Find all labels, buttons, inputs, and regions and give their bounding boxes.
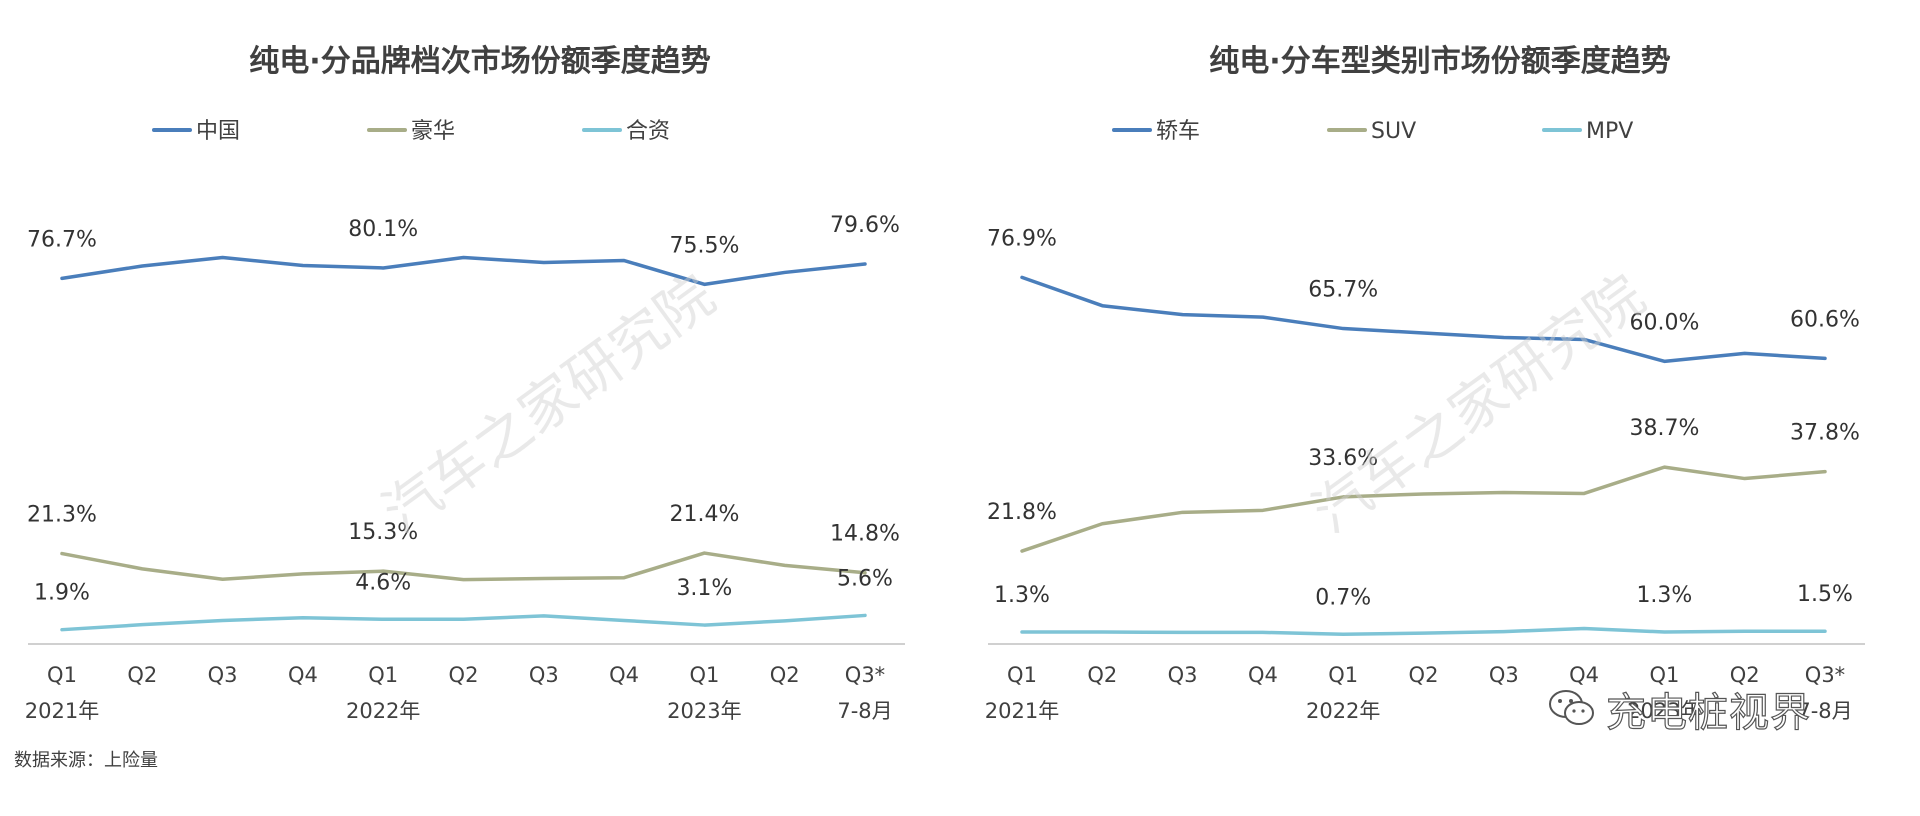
data-label: 1.5% — [1797, 582, 1853, 607]
data-label: 38.7% — [1629, 416, 1699, 441]
year-label: 2022年 — [1306, 699, 1380, 723]
series-line — [1020, 275, 1827, 364]
x-tick-label: Q3 — [1489, 663, 1519, 687]
series-line — [60, 613, 867, 632]
data-label: 21.8% — [987, 500, 1057, 525]
wechat-badge-text: 充电桩视界 — [1605, 689, 1811, 736]
vehicle-type-chart-title: 纯电·分车型类别市场份额季度趋势 — [1209, 44, 1671, 79]
x-tick-label: Q4 — [1248, 663, 1278, 687]
brand-tier-chart-panel: 纯电·分品牌档次市场份额季度趋势 Q1 Q2 Q3 Q4 Q1 Q2 Q3 Q4 Q1 Q2 Q3*… — [25, 44, 905, 723]
legend-entry: 豪华 — [411, 119, 455, 144]
data-label: 33.6% — [1308, 446, 1378, 471]
data-label: 21.4% — [669, 502, 739, 527]
year-label: 2021年 — [25, 699, 99, 723]
x-tick-label: Q4 — [288, 663, 318, 687]
legend-entry: MPV — [1586, 119, 1633, 144]
wechat-badge: 充电桩视界 — [1548, 680, 1811, 738]
x-tick-label: Q3 — [1168, 663, 1198, 687]
data-label: 14.8% — [830, 522, 900, 547]
x-tick-label: Q1 — [689, 663, 719, 687]
x-tick-label: Q2 — [127, 663, 157, 687]
x-tick-label: Q3 — [529, 663, 559, 687]
vehicle-type-chart-panel: 纯电·分车型类别市场份额季度趋势 Q1 Q2 Q3 Q4 Q1 Q2 Q3 Q4 Q1 Q2 Q3*… — [960, 0, 1920, 816]
year-label: 7-8月 — [1797, 699, 1852, 723]
legend-entry: 合资 — [626, 119, 670, 144]
data-source-note: 数据来源：上险量 — [14, 750, 158, 771]
year-label: 2023年 — [1627, 699, 1701, 723]
x-tick-label: Q1 — [1328, 663, 1358, 687]
series-line — [60, 255, 867, 287]
data-label: 3.1% — [676, 576, 732, 601]
data-label: 1.3% — [1636, 583, 1692, 608]
data-label: 80.1% — [348, 217, 418, 242]
x-tick-label: Q3* — [1805, 663, 1845, 687]
data-label: 0.7% — [1315, 585, 1371, 610]
x-tick-label: Q1 — [47, 663, 77, 687]
data-label: 76.9% — [987, 226, 1057, 251]
vehicle-type-chart-plot: Q1 Q2 Q3 Q4 Q1 Q2 Q3 Q4 Q1 Q2 Q3* 2021年 2022年 2023年 7-… — [985, 119, 1865, 723]
data-label: 21.3% — [27, 503, 97, 528]
data-label: 1.3% — [994, 583, 1050, 608]
x-tick-label: Q1 — [1649, 663, 1679, 687]
data-label: 60.0% — [1629, 310, 1699, 335]
data-label: 79.6% — [830, 213, 900, 238]
data-label: 15.3% — [348, 520, 418, 545]
year-label: 2022年 — [346, 699, 420, 723]
legend-entry: 中国 — [196, 119, 240, 144]
x-tick-label: Q2 — [770, 663, 800, 687]
data-label: 60.6% — [1790, 307, 1860, 332]
series-line — [60, 551, 867, 582]
legend-entry: 轿车 — [1156, 119, 1200, 144]
series-line — [1020, 626, 1827, 637]
x-tick-label: Q3* — [845, 663, 885, 687]
data-label: 37.8% — [1790, 421, 1860, 446]
data-label: 65.7% — [1308, 278, 1378, 303]
legend-entry: SUV — [1371, 119, 1416, 144]
x-tick-label: Q4 — [1569, 663, 1599, 687]
year-label: 7-8月 — [837, 699, 892, 723]
data-label: 1.9% — [34, 581, 90, 606]
x-tick-label: Q1 — [1007, 663, 1037, 687]
year-label: 2023年 — [667, 699, 741, 723]
wechat-icon — [1548, 688, 1596, 730]
x-tick-label: Q3 — [208, 663, 238, 687]
brand-tier-chart-title: 纯电·分品牌档次市场份额季度趋势 — [249, 44, 711, 79]
x-tick-label: Q2 — [449, 663, 479, 687]
data-label: 4.6% — [355, 570, 411, 595]
data-label: 76.7% — [27, 227, 97, 252]
x-tick-label: Q2 — [1409, 663, 1439, 687]
year-label: 2021年 — [985, 699, 1059, 723]
x-tick-label: Q2 — [1730, 663, 1760, 687]
x-tick-label: Q2 — [1087, 663, 1117, 687]
data-label: 75.5% — [669, 233, 739, 258]
brand-tier-chart-plot: Q1 Q2 Q3 Q4 Q1 Q2 Q3 Q4 Q1 Q2 Q3* 2021年 2022年 2023年 7-… — [25, 119, 905, 723]
x-tick-label: Q4 — [609, 663, 639, 687]
x-tick-label: Q1 — [368, 663, 398, 687]
data-label: 5.6% — [837, 566, 893, 591]
